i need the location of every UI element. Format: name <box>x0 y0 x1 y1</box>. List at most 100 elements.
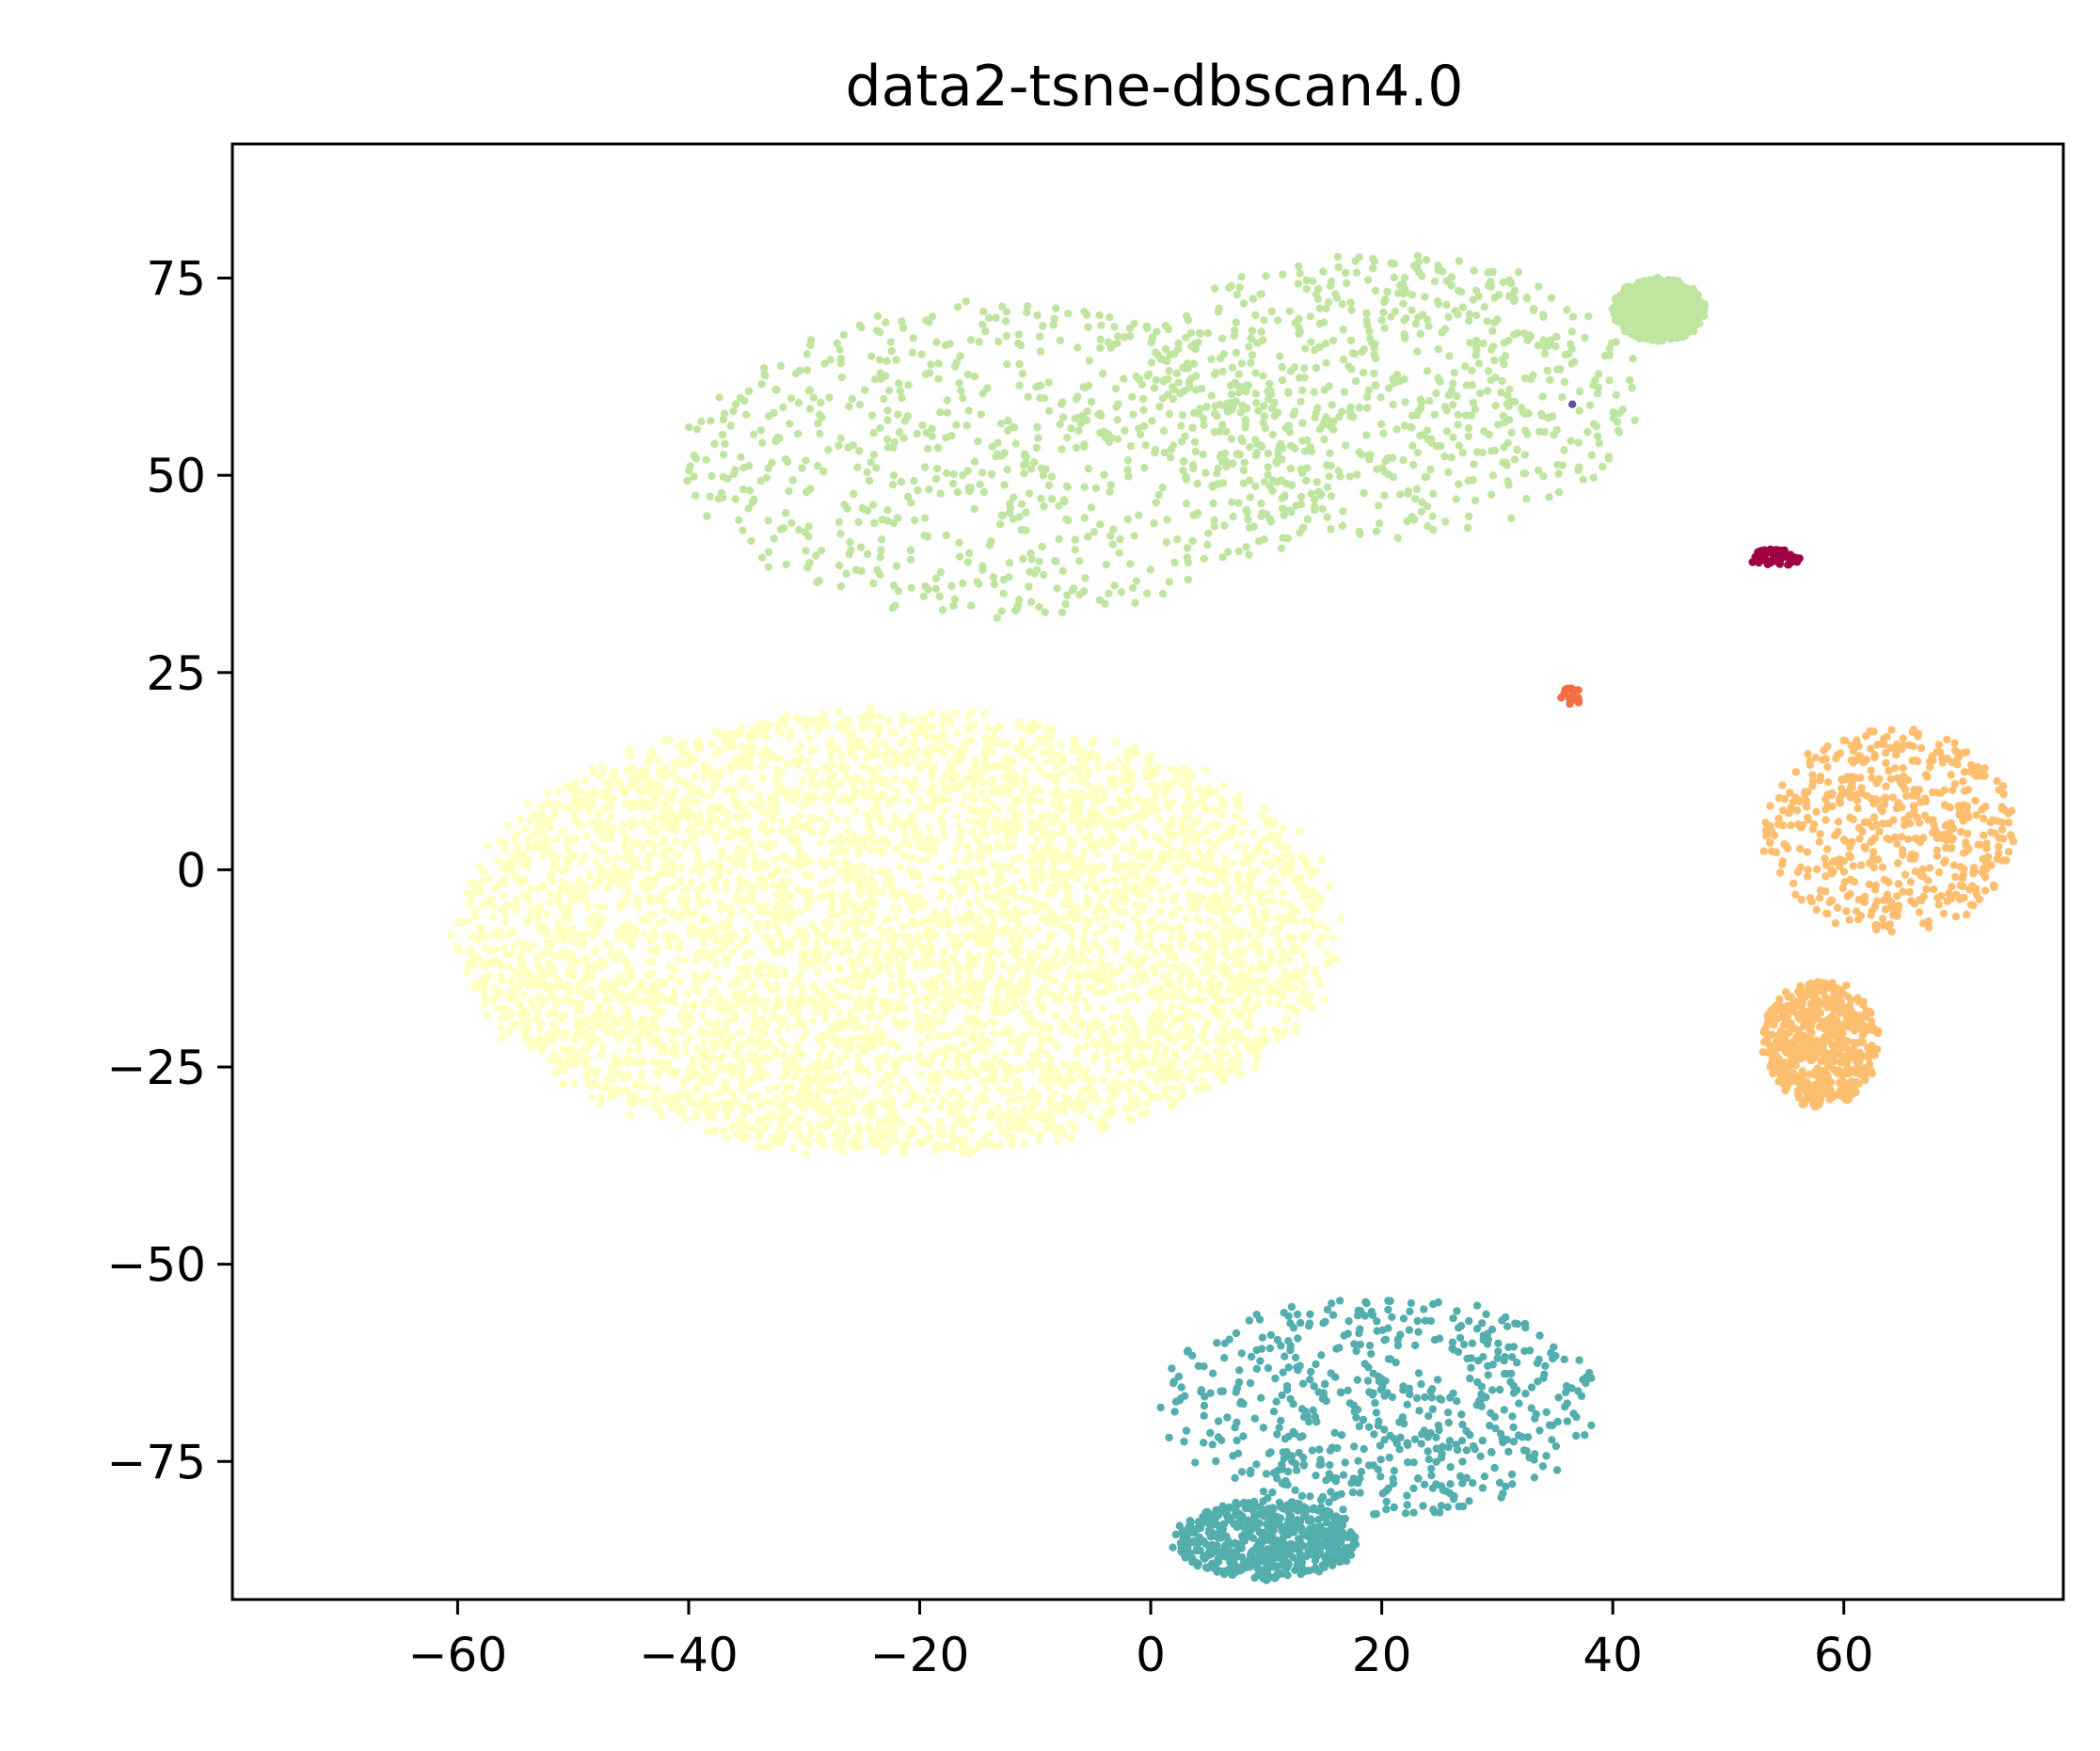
point <box>620 933 628 942</box>
point <box>1195 916 1204 925</box>
point <box>946 916 954 925</box>
point <box>1059 1060 1068 1069</box>
point <box>516 879 524 887</box>
point <box>866 1125 874 1134</box>
point <box>681 1040 691 1048</box>
point <box>1070 956 1078 964</box>
point <box>835 1018 844 1027</box>
point <box>494 1004 502 1013</box>
point <box>815 1121 823 1129</box>
point <box>1140 1038 1149 1047</box>
point <box>912 963 921 972</box>
point <box>1097 893 1106 902</box>
point <box>839 907 849 916</box>
point <box>1248 964 1256 973</box>
point <box>1090 1016 1099 1025</box>
point <box>1029 1021 1039 1030</box>
point <box>1107 781 1117 790</box>
point <box>873 1128 883 1138</box>
point <box>1280 888 1288 897</box>
point <box>908 717 916 725</box>
point <box>569 925 578 933</box>
point <box>1223 896 1233 904</box>
point <box>883 839 892 848</box>
point <box>1175 854 1184 863</box>
point <box>1080 996 1090 1006</box>
point <box>964 1001 974 1011</box>
point <box>1002 782 1010 790</box>
point <box>655 756 663 766</box>
point <box>501 908 509 917</box>
point <box>1037 812 1046 820</box>
point <box>1105 805 1113 814</box>
point <box>614 777 624 786</box>
point <box>771 1047 779 1056</box>
point <box>1111 835 1120 843</box>
point <box>699 1000 708 1009</box>
point <box>776 892 785 900</box>
point <box>982 742 992 751</box>
point <box>1130 980 1138 989</box>
point <box>653 827 661 836</box>
point <box>1073 915 1082 923</box>
point <box>785 825 793 834</box>
point <box>841 796 850 805</box>
point <box>899 922 907 931</box>
point <box>604 983 613 992</box>
point <box>963 1019 972 1027</box>
point <box>756 762 765 771</box>
point <box>908 916 917 926</box>
point <box>767 871 775 880</box>
point <box>763 919 772 928</box>
point <box>931 1016 939 1025</box>
point <box>980 766 990 774</box>
point <box>1096 957 1105 966</box>
point <box>598 915 607 924</box>
point <box>587 818 597 826</box>
point <box>965 970 975 979</box>
point <box>1035 942 1043 951</box>
point <box>1260 804 1268 812</box>
point <box>1072 1030 1081 1040</box>
point <box>687 785 696 793</box>
point <box>543 835 551 844</box>
point <box>1020 776 1029 785</box>
point <box>723 1017 731 1027</box>
point <box>500 944 508 952</box>
point <box>1146 918 1154 928</box>
point <box>607 949 615 958</box>
point <box>1151 989 1160 997</box>
point <box>559 1080 567 1089</box>
point <box>568 933 577 942</box>
point <box>1204 837 1213 846</box>
point <box>1090 802 1098 810</box>
point <box>896 740 905 748</box>
point <box>741 1005 751 1014</box>
point <box>861 899 870 908</box>
point <box>1064 1070 1074 1078</box>
point <box>504 1027 513 1037</box>
point <box>988 1110 997 1119</box>
point <box>1145 1025 1154 1033</box>
point <box>628 941 636 949</box>
point <box>978 788 986 797</box>
point <box>783 1081 791 1090</box>
point <box>609 1013 617 1022</box>
point <box>1193 993 1201 1002</box>
point <box>826 808 835 818</box>
point <box>1162 787 1171 795</box>
point <box>513 841 521 851</box>
point <box>491 985 501 995</box>
point <box>700 975 709 983</box>
point <box>632 998 641 1007</box>
point <box>1224 884 1233 893</box>
point <box>620 1013 628 1022</box>
point <box>738 781 747 790</box>
point <box>699 927 708 936</box>
point <box>1106 1084 1114 1092</box>
point <box>1165 804 1173 812</box>
point <box>1236 829 1246 837</box>
point <box>967 1034 976 1043</box>
point <box>675 741 683 751</box>
point <box>669 816 678 824</box>
